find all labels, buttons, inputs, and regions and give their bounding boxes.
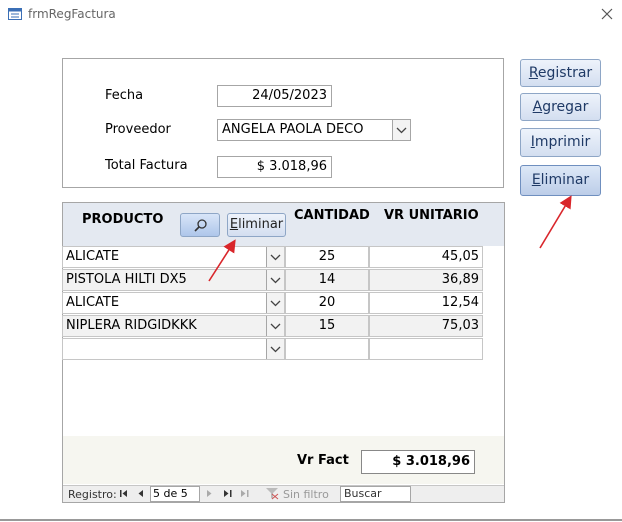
vr-unitario-cell[interactable]: 12,54	[369, 292, 483, 314]
window-bottom-border	[0, 519, 622, 521]
form-icon	[8, 8, 22, 20]
dropdown-button[interactable]	[266, 247, 284, 267]
vr-fact-label: Vr Fact	[297, 453, 349, 468]
fecha-field[interactable]: 24/05/2023	[217, 85, 332, 107]
nav-label: Registro:	[68, 488, 117, 501]
registrar-button[interactable]: Registrar	[520, 59, 601, 87]
cantidad-cell[interactable]: 20	[285, 292, 369, 314]
product-cell[interactable]: PISTOLA HILTI DX5	[62, 269, 285, 291]
dropdown-arrow	[396, 127, 407, 134]
proveedor-combo[interactable]: ANGELA PAOLA DECO	[217, 119, 411, 141]
imprimir-button[interactable]: Imprimir	[520, 128, 601, 157]
nav-first-prev[interactable]	[118, 488, 148, 500]
proveedor-label: Proveedor	[105, 122, 171, 137]
dropdown-arrow	[270, 346, 281, 353]
nav-next-last-new[interactable]	[203, 488, 255, 500]
dropdown-button[interactable]	[266, 316, 284, 336]
dropdown-button[interactable]	[266, 293, 284, 313]
product-cell[interactable]	[62, 338, 285, 360]
cantidad-cell[interactable]	[285, 338, 369, 360]
filter-icon	[266, 488, 279, 500]
dropdown-button[interactable]	[266, 270, 284, 290]
header-panel	[62, 58, 504, 188]
row-delete-button[interactable]: Eliminar	[227, 213, 286, 237]
vr-unitario-cell[interactable]: 45,05	[369, 246, 483, 268]
product-cell[interactable]: ALICATE	[62, 292, 285, 314]
producto-header: PRODUCTO	[82, 212, 164, 227]
cantidad-cell[interactable]: 15	[285, 315, 369, 337]
cantidad-cell[interactable]: 25	[285, 246, 369, 268]
dropdown-button[interactable]	[392, 120, 410, 140]
dropdown-arrow	[270, 254, 281, 261]
close-button[interactable]	[601, 8, 613, 20]
cantidad-header: CANTIDAD	[294, 208, 370, 223]
window-title: frmRegFactura	[28, 7, 116, 21]
dropdown-arrow	[270, 323, 281, 330]
search-icon	[194, 219, 207, 232]
product-cell[interactable]: NIPLERA RIDGIDKKK	[62, 315, 285, 337]
dropdown-button[interactable]	[266, 339, 284, 359]
fecha-label: Fecha	[105, 88, 144, 103]
dropdown-arrow	[270, 277, 281, 284]
search-box[interactable]: Buscar	[340, 486, 411, 502]
proveedor-value: ANGELA PAOLA DECO	[222, 122, 364, 137]
vr-unitario-cell[interactable]: 36,89	[369, 269, 483, 291]
vr-unitario-cell[interactable]: 75,03	[369, 315, 483, 337]
total-label: Total Factura	[105, 158, 188, 173]
vr-fact-field: $ 3.018,96	[361, 450, 475, 474]
vr-unitario-header: VR UNITARIO	[384, 208, 479, 223]
dropdown-arrow	[270, 300, 281, 307]
search-button[interactable]	[180, 213, 220, 237]
agregar-button[interactable]: Agregar	[520, 93, 601, 121]
nav-position[interactable]: 5 de 5	[150, 486, 200, 502]
total-field: $ 3.018,96	[217, 156, 332, 178]
cantidad-cell[interactable]: 14	[285, 269, 369, 291]
filter-status[interactable]: Sin filtro	[283, 488, 329, 501]
vr-unitario-cell[interactable]	[369, 338, 483, 360]
